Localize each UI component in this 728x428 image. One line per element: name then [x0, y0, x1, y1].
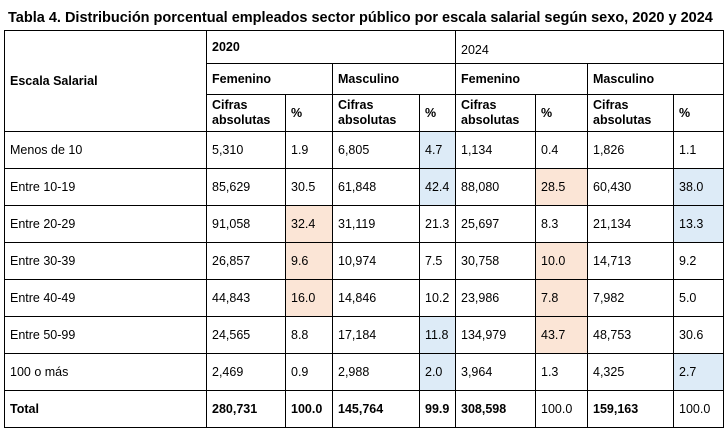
abs-header: Cifras absolutas: [455, 94, 536, 132]
row-label: Entre 40-49: [4, 279, 207, 317]
pct-header: %: [285, 94, 333, 132]
pct-header: %: [419, 94, 456, 132]
cell-value: 2,469: [206, 353, 286, 391]
cell-value: 5,310: [206, 131, 286, 169]
cell-value: 0.9: [285, 353, 333, 391]
cell-value-highlighted: 2.0: [419, 353, 456, 391]
cell-value: 1.3: [535, 353, 588, 391]
cell-value: 14,713: [587, 242, 674, 280]
table-row: Menos de 10 5,310 1.9 6,805 4.7 1,134 0.…: [4, 131, 724, 169]
cell-value-highlighted: 28.5: [535, 168, 588, 206]
row-label: Menos de 10: [4, 131, 207, 169]
abs-header: Cifras absolutas: [206, 94, 286, 132]
cell-value: 134,979: [455, 316, 536, 354]
total-value: 99.9: [419, 390, 456, 428]
total-value: 100.0: [285, 390, 333, 428]
cell-value: 7,982: [587, 279, 674, 317]
cell-value: 31,119: [332, 205, 420, 243]
cell-value: 24,565: [206, 316, 286, 354]
cell-value: 5.0: [673, 279, 724, 317]
female-2024-header: Femenino: [455, 63, 588, 95]
cell-value: 21.3: [419, 205, 456, 243]
row-header-label: Escala Salarial: [4, 30, 207, 132]
cell-value: 10.2: [419, 279, 456, 317]
cell-value-highlighted: 32.4: [285, 205, 333, 243]
cell-value-highlighted: 16.0: [285, 279, 333, 317]
cell-value: 1,826: [587, 131, 674, 169]
total-label: Total: [4, 390, 207, 428]
male-2024-header: Masculino: [587, 63, 724, 95]
cell-value: 30.6: [673, 316, 724, 354]
row-label: Entre 30-39: [4, 242, 207, 280]
total-value: 100.0: [535, 390, 588, 428]
cell-value: 61,848: [332, 168, 420, 206]
table-row: Entre 50-99 24,565 8.8 17,184 11.8 134,9…: [4, 316, 724, 354]
cell-value: 4,325: [587, 353, 674, 391]
cell-value: 26,857: [206, 242, 286, 280]
cell-value: 60,430: [587, 168, 674, 206]
cell-value: 9.2: [673, 242, 724, 280]
total-value: 280,731: [206, 390, 286, 428]
cell-value: 30,758: [455, 242, 536, 280]
table-row: 100 o más 2,469 0.9 2,988 2.0 3,964 1.3 …: [4, 353, 724, 391]
salary-distribution-table: Escala Salarial 2020 2024 Femenino Mascu…: [4, 30, 724, 428]
female-2020-header: Femenino: [206, 63, 333, 95]
row-label: Entre 50-99: [4, 316, 207, 354]
abs-header: Cifras absolutas: [587, 94, 674, 132]
cell-value-highlighted: 38.0: [673, 168, 724, 206]
row-label: Entre 20-29: [4, 205, 207, 243]
cell-value: 44,843: [206, 279, 286, 317]
total-value: 159,163: [587, 390, 674, 428]
cell-value: 3,964: [455, 353, 536, 391]
row-label: 100 o más: [4, 353, 207, 391]
table-figure: Tabla 4. Distribución porcentual emplead…: [4, 10, 724, 428]
abs-header: Cifras absolutas: [332, 94, 420, 132]
cell-value: 17,184: [332, 316, 420, 354]
cell-value: 10,974: [332, 242, 420, 280]
table-row: Entre 10-19 85,629 30.5 61,848 42.4 88,0…: [4, 168, 724, 206]
cell-value: 6,805: [332, 131, 420, 169]
row-label: Entre 10-19: [4, 168, 207, 206]
cell-value: 8.3: [535, 205, 588, 243]
cell-value: 25,697: [455, 205, 536, 243]
cell-value-highlighted: 10.0: [535, 242, 588, 280]
cell-value: 23,986: [455, 279, 536, 317]
cell-value-highlighted: 43.7: [535, 316, 588, 354]
table-row: Entre 20-29 91,058 32.4 31,119 21.3 25,6…: [4, 205, 724, 243]
cell-value: 1,134: [455, 131, 536, 169]
cell-value: 2,988: [332, 353, 420, 391]
table-row: Entre 30-39 26,857 9.6 10,974 7.5 30,758…: [4, 242, 724, 280]
total-row: Total 280,731 100.0 145,764 99.9 308,598…: [4, 390, 724, 428]
cell-value: 21,134: [587, 205, 674, 243]
cell-value-highlighted: 7.8: [535, 279, 588, 317]
cell-value-highlighted: 9.6: [285, 242, 333, 280]
cell-value-highlighted: 13.3: [673, 205, 724, 243]
cell-value: 88,080: [455, 168, 536, 206]
cell-value-highlighted: 2.7: [673, 353, 724, 391]
male-2020-header: Masculino: [332, 63, 456, 95]
table-row: Entre 40-49 44,843 16.0 14,846 10.2 23,9…: [4, 279, 724, 317]
total-value: 145,764: [332, 390, 420, 428]
pct-header: %: [673, 94, 724, 132]
cell-value: 1.1: [673, 131, 724, 169]
cell-value: 8.8: [285, 316, 333, 354]
total-value: 100.0: [673, 390, 724, 428]
year-2024-header: 2024: [455, 30, 724, 64]
cell-value-highlighted: 42.4: [419, 168, 456, 206]
cell-value: 85,629: [206, 168, 286, 206]
cell-value-highlighted: 4.7: [419, 131, 456, 169]
pct-header: %: [535, 94, 588, 132]
cell-value: 0.4: [535, 131, 588, 169]
total-value: 308,598: [455, 390, 536, 428]
cell-value: 14,846: [332, 279, 420, 317]
cell-value: 7.5: [419, 242, 456, 280]
cell-value-highlighted: 11.8: [419, 316, 456, 354]
cell-value: 48,753: [587, 316, 674, 354]
cell-value: 1.9: [285, 131, 333, 169]
year-2020-header: 2020: [206, 30, 456, 64]
cell-value: 91,058: [206, 205, 286, 243]
table-title: Tabla 4. Distribución porcentual emplead…: [8, 10, 713, 26]
cell-value: 30.5: [285, 168, 333, 206]
